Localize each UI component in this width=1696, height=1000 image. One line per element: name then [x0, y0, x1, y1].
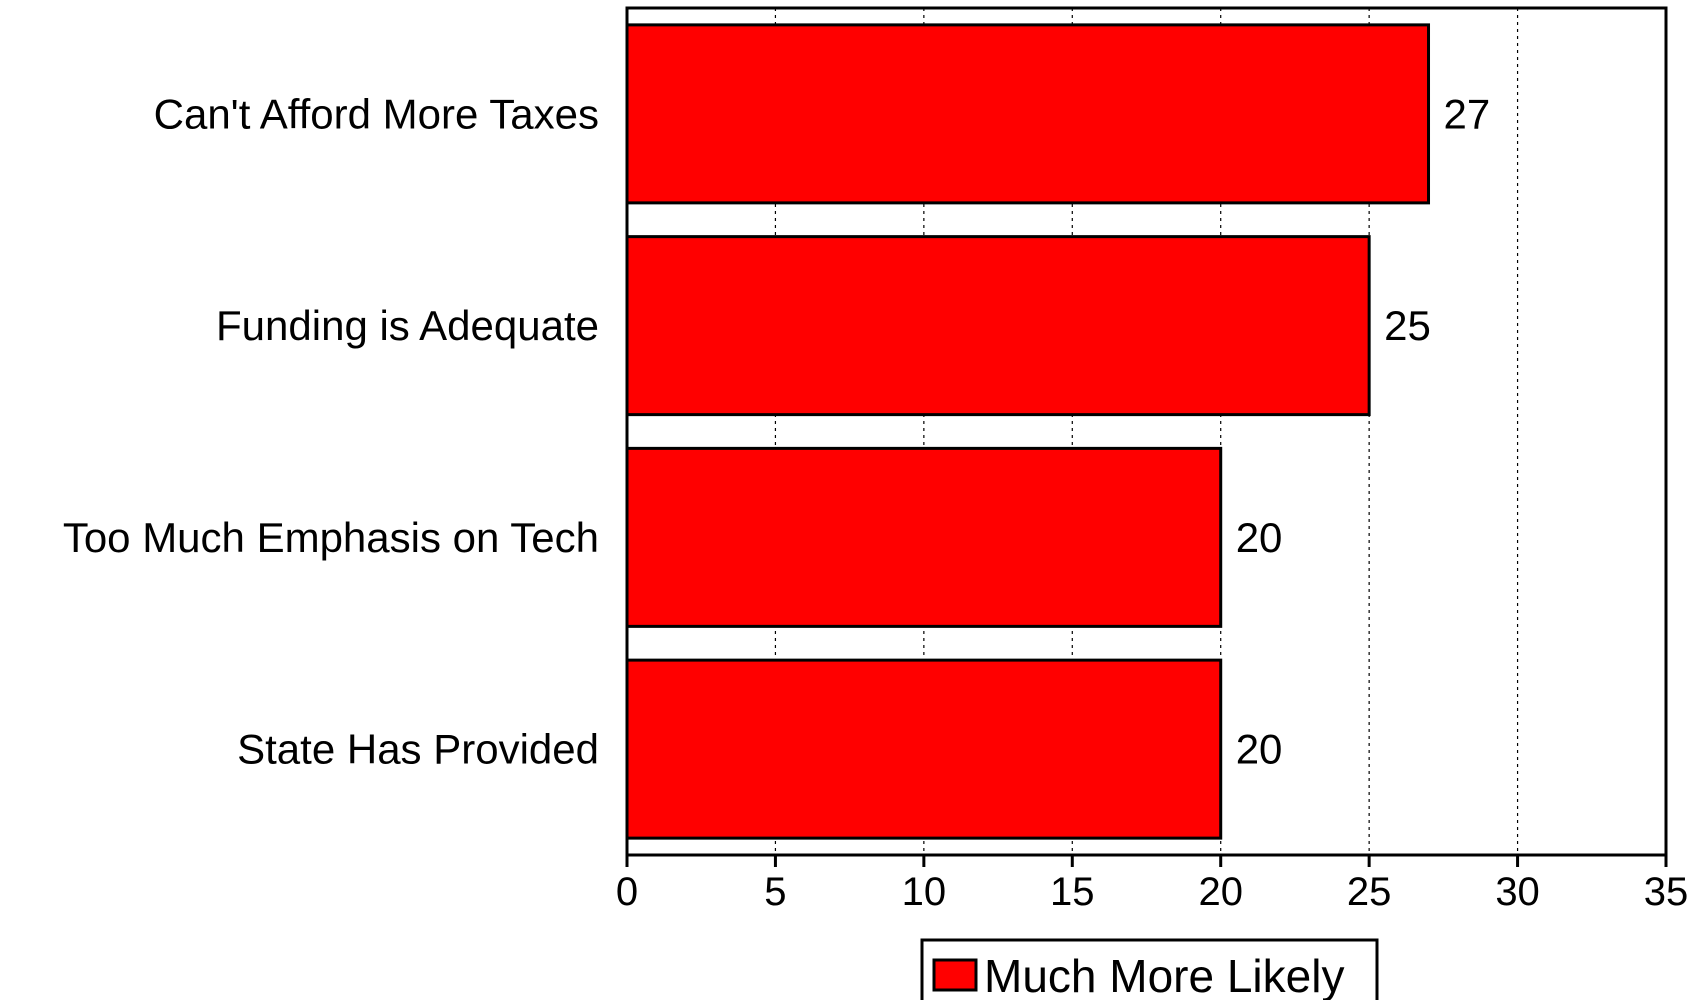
x-tick-label-25: 25: [1347, 870, 1392, 914]
value-label-3: 20: [1236, 726, 1283, 773]
x-tick-label-10: 10: [902, 870, 947, 914]
value-label-0: 27: [1444, 90, 1491, 137]
x-tick-label-5: 5: [764, 870, 786, 914]
bar-1: [625, 235, 1371, 417]
x-axis: 0 5 10 15 20 25 30 35: [616, 855, 1688, 914]
value-label-2: 20: [1236, 514, 1283, 561]
category-label-0: Can't Afford More Taxes: [154, 90, 599, 137]
category-labels: Can't Afford More Taxes Funding is Adequa…: [63, 90, 599, 772]
bar-2: [625, 446, 1223, 628]
legend-swatch: [932, 958, 978, 992]
x-tick-label-30: 30: [1495, 870, 1540, 914]
category-label-3: State Has Provided: [237, 726, 599, 773]
bars: [625, 23, 1431, 840]
legend-box: [920, 938, 1379, 1000]
category-label-1: Funding is Adequate: [216, 302, 599, 349]
legend-label: Much More Likely: [984, 950, 1344, 1000]
value-label-1: 25: [1384, 302, 1431, 349]
x-tick-label-35: 35: [1644, 870, 1689, 914]
x-tick-label-20: 20: [1198, 870, 1243, 914]
x-tick-label-0: 0: [616, 870, 638, 914]
legend: Much More Likely: [920, 938, 1379, 1000]
category-label-2: Too Much Emphasis on Tech: [63, 514, 599, 561]
bar-0: [625, 23, 1431, 205]
plot-area-frame: [625, 6, 1668, 857]
x-tick-label-15: 15: [1050, 870, 1095, 914]
bar-3: [625, 658, 1223, 840]
value-labels: 27 25 20 20: [1236, 90, 1491, 772]
